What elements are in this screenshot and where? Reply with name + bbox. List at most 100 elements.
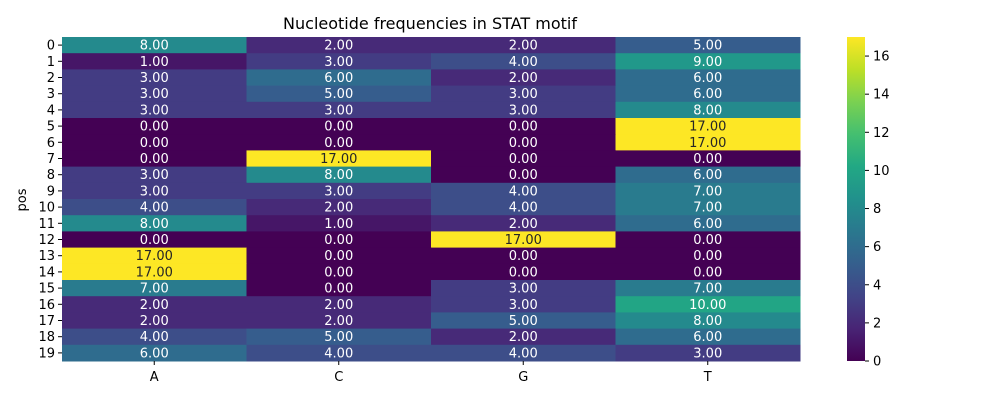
y-tick-label: 19 bbox=[38, 346, 55, 361]
cell-annotation: 7.00 bbox=[693, 184, 722, 199]
cell-annotation: 17.00 bbox=[689, 120, 726, 135]
cell-annotation: 17.00 bbox=[320, 152, 357, 167]
heatmap-cell bbox=[431, 280, 616, 297]
cell-annotation: 0.00 bbox=[693, 152, 722, 167]
cell-annotation: 2.00 bbox=[324, 314, 353, 329]
y-tick-label: 0 bbox=[47, 39, 55, 54]
heatmap-cell bbox=[431, 69, 616, 87]
heatmap-cell bbox=[615, 344, 801, 362]
cell-annotation: 0.00 bbox=[324, 265, 353, 280]
heatmap-cell bbox=[431, 312, 616, 330]
heatmap-cell bbox=[62, 344, 247, 362]
cell-annotation: 17.00 bbox=[136, 249, 173, 264]
cell-annotation: 17.00 bbox=[505, 233, 542, 248]
heatmap-cell bbox=[431, 118, 616, 135]
cell-annotation: 0.00 bbox=[693, 265, 722, 280]
heatmap-cell bbox=[246, 247, 432, 265]
cell-annotation: 6.00 bbox=[693, 87, 722, 102]
heatmap-cell bbox=[246, 69, 432, 87]
heatmap-cell bbox=[615, 118, 801, 135]
heatmap-cell bbox=[246, 101, 432, 119]
cell-annotation: 5.00 bbox=[693, 39, 722, 54]
x-tick-label: T bbox=[703, 370, 712, 385]
cell-annotation: 2.00 bbox=[509, 217, 538, 232]
cell-annotation: 0.00 bbox=[509, 120, 538, 135]
cell-annotation: 6.00 bbox=[693, 217, 722, 232]
heatmap-cell bbox=[615, 231, 801, 249]
colorbar-tick-label: 10 bbox=[873, 164, 890, 179]
heatmap-cell bbox=[246, 53, 432, 70]
cell-annotation: 2.00 bbox=[324, 39, 353, 54]
cell-annotation: 0.00 bbox=[140, 120, 169, 135]
heatmap-cell bbox=[431, 263, 616, 281]
heatmap-cell bbox=[431, 134, 616, 151]
heatmap-cell bbox=[62, 101, 247, 119]
cell-annotation: 8.00 bbox=[693, 103, 722, 118]
heatmap-cell bbox=[615, 247, 801, 265]
cell-annotation: 0.00 bbox=[509, 249, 538, 264]
heatmap-cell bbox=[246, 37, 432, 54]
heatmap-cell bbox=[62, 118, 247, 135]
colorbar-tick-label: 12 bbox=[873, 126, 890, 141]
cell-annotation: 3.00 bbox=[140, 168, 169, 183]
cell-annotation: 4.00 bbox=[140, 201, 169, 216]
cell-annotation: 2.00 bbox=[509, 71, 538, 86]
y-tick-label: 12 bbox=[38, 233, 55, 248]
y-tick-label: 1 bbox=[47, 55, 55, 70]
heatmap-cell bbox=[246, 199, 432, 216]
cell-annotation: 6.00 bbox=[693, 168, 722, 183]
cell-annotation: 2.00 bbox=[509, 330, 538, 345]
heatmap-cell bbox=[615, 328, 801, 346]
y-tick-label: 15 bbox=[38, 282, 55, 297]
heatmap-cell bbox=[431, 182, 616, 200]
cell-annotation: 2.00 bbox=[140, 314, 169, 329]
cell-annotation: 0.00 bbox=[140, 152, 169, 167]
heatmap-cell bbox=[431, 199, 616, 216]
cell-annotation: 8.00 bbox=[693, 314, 722, 329]
heatmap-cell bbox=[62, 215, 247, 232]
cell-annotation: 6.00 bbox=[693, 330, 722, 345]
cell-annotation: 0.00 bbox=[509, 136, 538, 151]
heatmap-cell bbox=[62, 231, 247, 249]
cell-annotation: 4.00 bbox=[509, 184, 538, 199]
cell-annotation: 4.00 bbox=[509, 55, 538, 70]
cell-annotation: 1.00 bbox=[140, 55, 169, 70]
heatmap-cell bbox=[62, 280, 247, 297]
chart-title: Nucleotide frequencies in STAT motif bbox=[283, 14, 577, 33]
heatmap-cell bbox=[246, 182, 432, 200]
y-tick-label: 16 bbox=[38, 298, 55, 313]
cell-annotation: 6.00 bbox=[324, 71, 353, 86]
cell-annotation: 17.00 bbox=[136, 265, 173, 280]
colorbar-tick-label: 0 bbox=[873, 355, 881, 370]
heatmap-cell bbox=[62, 296, 247, 313]
cell-annotation: 3.00 bbox=[140, 103, 169, 118]
cell-annotation: 17.00 bbox=[689, 136, 726, 151]
heatmap-cell bbox=[246, 231, 432, 249]
heatmap-cell bbox=[246, 150, 432, 168]
heatmap-cell bbox=[246, 215, 432, 232]
x-tick-label: C bbox=[334, 370, 343, 385]
heatmap-cell bbox=[615, 69, 801, 87]
x-tick-label: A bbox=[150, 370, 159, 385]
cell-annotation: 7.00 bbox=[140, 282, 169, 297]
heatmap-cell bbox=[431, 37, 616, 54]
heatmap-cell bbox=[246, 312, 432, 330]
cell-annotation: 0.00 bbox=[509, 168, 538, 183]
heatmap-cell bbox=[615, 199, 801, 216]
heatmap-cell bbox=[615, 296, 801, 313]
cell-annotation: 0.00 bbox=[324, 249, 353, 264]
y-tick-label: 9 bbox=[47, 184, 55, 199]
heatmap-cell bbox=[431, 101, 616, 119]
y-tick-label: 11 bbox=[38, 217, 55, 232]
heatmap-cell bbox=[246, 134, 432, 151]
heatmap-cell bbox=[62, 328, 247, 346]
cell-annotation: 7.00 bbox=[693, 282, 722, 297]
y-tick-label: 8 bbox=[47, 168, 55, 183]
heatmap-cell bbox=[62, 312, 247, 330]
cell-annotation: 5.00 bbox=[324, 87, 353, 102]
cell-annotation: 8.00 bbox=[324, 168, 353, 183]
cell-annotation: 1.00 bbox=[324, 217, 353, 232]
heatmap-cell bbox=[431, 166, 616, 184]
